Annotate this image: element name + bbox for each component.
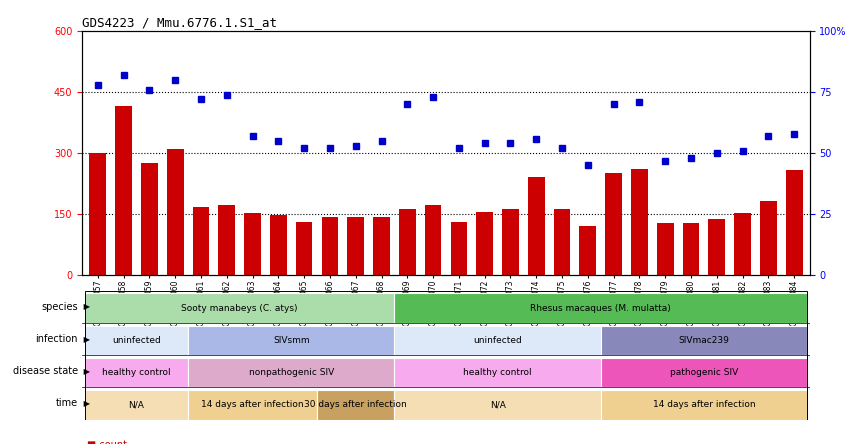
Bar: [188, 325, 394, 355]
Text: infection: infection: [36, 334, 78, 344]
Bar: [188, 358, 394, 387]
Text: SIVmac239: SIVmac239: [678, 336, 729, 345]
Text: ▶: ▶: [81, 399, 90, 408]
Bar: [85, 390, 188, 420]
Text: nonpathogenic SIV: nonpathogenic SIV: [249, 368, 333, 377]
Bar: [192, 207, 210, 275]
Text: healthy control: healthy control: [102, 368, 171, 377]
Bar: [295, 222, 313, 275]
Bar: [785, 170, 803, 275]
Bar: [85, 325, 188, 355]
Bar: [682, 223, 700, 275]
Text: 14 days after infection: 14 days after infection: [201, 400, 304, 409]
Text: uninfected: uninfected: [473, 336, 522, 345]
Bar: [601, 325, 807, 355]
Bar: [321, 218, 339, 275]
Text: time: time: [55, 398, 78, 408]
Bar: [373, 218, 390, 275]
Bar: [347, 218, 364, 275]
Bar: [502, 210, 519, 275]
Text: GDS4223 / Mmu.6776.1.S1_at: GDS4223 / Mmu.6776.1.S1_at: [82, 16, 277, 28]
Text: ▶: ▶: [81, 367, 90, 376]
Bar: [760, 201, 777, 275]
Bar: [528, 177, 545, 275]
Text: uninfected: uninfected: [112, 336, 161, 345]
Text: 14 days after infection: 14 days after infection: [653, 400, 755, 409]
Bar: [188, 390, 317, 420]
Bar: [394, 390, 601, 420]
Bar: [394, 293, 807, 323]
Bar: [317, 390, 394, 420]
Bar: [394, 325, 601, 355]
Text: disease state: disease state: [13, 366, 78, 377]
Bar: [450, 222, 468, 275]
Text: 30 days after infection: 30 days after infection: [304, 400, 407, 409]
Bar: [141, 163, 158, 275]
Bar: [708, 219, 725, 275]
Text: SIVsmm: SIVsmm: [273, 336, 309, 345]
Bar: [553, 210, 571, 275]
Bar: [244, 214, 261, 275]
Bar: [424, 205, 442, 275]
Text: N/A: N/A: [489, 400, 506, 409]
Bar: [394, 358, 601, 387]
Text: Rhesus macaques (M. mulatta): Rhesus macaques (M. mulatta): [530, 304, 671, 313]
Text: ■ count: ■ count: [87, 440, 126, 444]
Bar: [605, 173, 622, 275]
Bar: [399, 210, 416, 275]
Bar: [85, 358, 188, 387]
Bar: [218, 205, 235, 275]
Text: species: species: [42, 302, 78, 312]
Bar: [631, 169, 648, 275]
Bar: [270, 215, 287, 275]
Text: healthy control: healthy control: [463, 368, 532, 377]
Text: pathogenic SIV: pathogenic SIV: [669, 368, 738, 377]
Bar: [579, 226, 597, 275]
Text: ▶: ▶: [81, 302, 90, 311]
Bar: [89, 153, 107, 275]
Bar: [115, 107, 132, 275]
Text: ▶: ▶: [81, 335, 90, 344]
Text: Sooty manabeys (C. atys): Sooty manabeys (C. atys): [181, 304, 298, 313]
Bar: [601, 358, 807, 387]
Bar: [167, 149, 184, 275]
Bar: [601, 390, 807, 420]
Bar: [85, 293, 394, 323]
Bar: [657, 223, 674, 275]
Bar: [734, 214, 751, 275]
Text: N/A: N/A: [128, 400, 145, 409]
Bar: [476, 212, 493, 275]
